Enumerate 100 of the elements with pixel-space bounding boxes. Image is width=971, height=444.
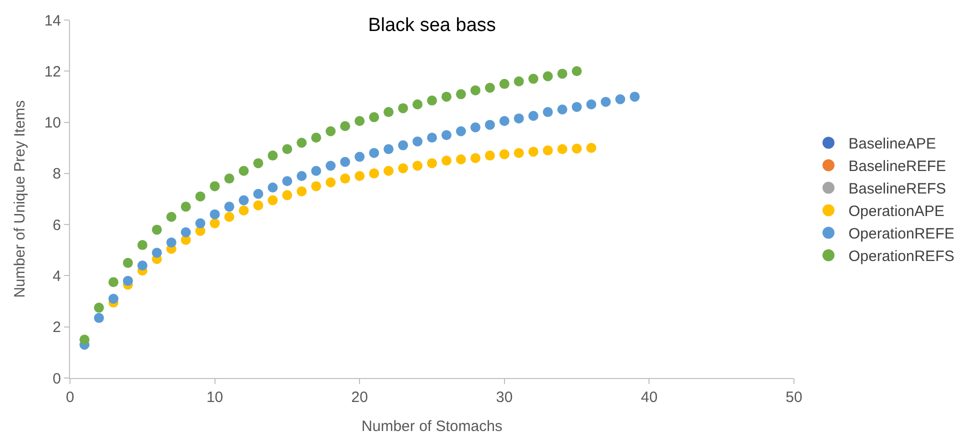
point bbox=[528, 74, 538, 84]
point bbox=[268, 150, 278, 161]
point bbox=[427, 132, 437, 143]
point bbox=[484, 120, 495, 130]
point bbox=[122, 276, 133, 286]
y-tick-label: 0 bbox=[52, 370, 61, 388]
point bbox=[180, 202, 191, 212]
point bbox=[369, 168, 380, 178]
point bbox=[630, 92, 640, 102]
y-tick-label: 4 bbox=[52, 268, 61, 285]
point bbox=[369, 148, 380, 158]
point bbox=[369, 112, 380, 122]
point bbox=[224, 202, 234, 212]
point bbox=[470, 153, 480, 164]
point bbox=[311, 166, 322, 176]
legend-label: OperationREFE bbox=[848, 226, 954, 243]
point bbox=[108, 294, 118, 304]
point bbox=[210, 218, 220, 228]
point bbox=[514, 148, 524, 158]
point bbox=[557, 104, 568, 114]
point bbox=[398, 140, 408, 150]
y-tick-label: 6 bbox=[52, 216, 61, 234]
x-axis-title: Number of Stomachs bbox=[362, 418, 502, 435]
point bbox=[557, 68, 568, 79]
point bbox=[441, 130, 452, 140]
point bbox=[268, 195, 278, 206]
legend-label: BaselineAPE bbox=[848, 136, 936, 153]
point bbox=[514, 76, 524, 86]
point bbox=[253, 200, 264, 210]
point bbox=[152, 224, 162, 235]
point bbox=[384, 144, 394, 154]
point bbox=[572, 144, 582, 154]
point bbox=[412, 99, 423, 110]
point bbox=[398, 103, 408, 114]
y-tick-label: 8 bbox=[52, 166, 61, 183]
x-tick-label: 40 bbox=[640, 389, 658, 406]
legend-label: OperationREFS bbox=[848, 248, 954, 266]
point bbox=[224, 174, 234, 184]
point bbox=[296, 186, 307, 196]
point bbox=[354, 116, 365, 126]
point bbox=[79, 334, 90, 345]
point bbox=[600, 96, 611, 107]
point bbox=[224, 212, 234, 222]
point bbox=[122, 258, 133, 268]
point bbox=[456, 126, 466, 136]
point bbox=[572, 102, 582, 112]
point bbox=[326, 126, 336, 136]
point bbox=[354, 170, 365, 181]
point bbox=[326, 160, 336, 171]
point bbox=[484, 150, 495, 161]
point bbox=[427, 96, 437, 106]
point bbox=[470, 85, 480, 96]
point bbox=[340, 174, 350, 184]
point bbox=[326, 177, 336, 188]
y-tick-label: 2 bbox=[52, 319, 61, 336]
point bbox=[152, 248, 162, 258]
point bbox=[572, 66, 582, 76]
point bbox=[412, 160, 423, 171]
x-tick-label: 10 bbox=[206, 389, 224, 406]
point bbox=[210, 209, 220, 220]
point bbox=[253, 188, 264, 199]
point bbox=[238, 166, 249, 176]
legend-label: BaselineREFE bbox=[848, 158, 946, 176]
point bbox=[384, 107, 394, 118]
x-tick-label: 20 bbox=[351, 389, 368, 406]
point bbox=[499, 116, 510, 126]
point bbox=[94, 302, 104, 313]
point bbox=[195, 191, 206, 202]
x-tick-label: 50 bbox=[786, 389, 802, 406]
point bbox=[354, 152, 365, 162]
point bbox=[296, 138, 307, 148]
point bbox=[542, 71, 553, 82]
point bbox=[441, 92, 452, 102]
point bbox=[441, 156, 452, 166]
point bbox=[340, 156, 350, 167]
point bbox=[586, 99, 596, 110]
point bbox=[311, 132, 322, 143]
point bbox=[340, 121, 350, 132]
point bbox=[456, 89, 466, 100]
point bbox=[427, 158, 437, 168]
point bbox=[253, 158, 264, 168]
legend-label: OperationAPE bbox=[848, 203, 944, 220]
point bbox=[514, 113, 524, 124]
point bbox=[528, 146, 538, 157]
point bbox=[499, 78, 510, 89]
point bbox=[557, 144, 568, 154]
point bbox=[94, 312, 104, 323]
point bbox=[528, 110, 538, 121]
point bbox=[542, 107, 553, 118]
y-tick-label: 10 bbox=[44, 114, 61, 132]
point bbox=[456, 154, 466, 164]
x-tick-label: 0 bbox=[66, 389, 74, 406]
point bbox=[615, 94, 626, 104]
y-tick-label: 14 bbox=[44, 12, 61, 30]
point bbox=[180, 227, 191, 238]
point bbox=[210, 181, 220, 192]
point bbox=[542, 145, 553, 156]
point bbox=[282, 190, 292, 200]
point bbox=[166, 237, 176, 248]
point bbox=[499, 149, 510, 160]
